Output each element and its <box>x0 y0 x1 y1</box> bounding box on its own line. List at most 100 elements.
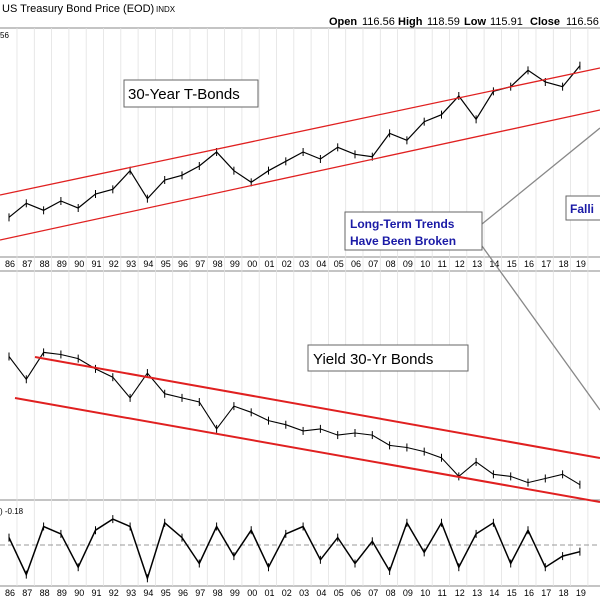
tick-label-08: 08 <box>386 259 396 269</box>
tick-label-18: 18 <box>559 259 569 269</box>
trends-callout-line1: Long-Term Trends <box>350 217 455 231</box>
tick-label-05: 05 <box>334 259 344 269</box>
top-year-ticks: 86 87 88 89 90 91 92 93 94 95 96 97 98 99 00 01 02 03 04 05… <box>5 259 586 269</box>
chart-title: US Treasury Bond Price (EOD) <box>2 3 154 15</box>
tick-label-05: 05 <box>334 588 344 598</box>
tick-label-06: 06 <box>351 588 361 598</box>
tick-label-04: 04 <box>316 259 326 269</box>
tick-label-04: 04 <box>316 588 326 598</box>
close-value: 116.56 <box>566 16 599 28</box>
tbond-price-line <box>8 65 581 218</box>
low-value: 115.91 <box>490 16 523 28</box>
tick-label-98: 98 <box>213 588 223 598</box>
tick-label-15: 15 <box>507 259 517 269</box>
falling-callout-box <box>565 195 600 221</box>
tick-label-90: 90 <box>74 259 84 269</box>
tbond-upper-trendline <box>0 67 600 196</box>
tick-label-10: 10 <box>420 588 430 598</box>
tick-label-01: 01 <box>265 588 275 598</box>
tick-label-96: 96 <box>178 259 188 269</box>
tick-label-12: 12 <box>455 588 465 598</box>
tick-label-98: 98 <box>213 259 223 269</box>
tick-label-13: 13 <box>472 588 482 598</box>
tick-label-16: 16 <box>524 259 534 269</box>
close-label: Close <box>530 16 560 28</box>
yield-line <box>8 351 581 486</box>
high-label: High <box>398 16 423 28</box>
tick-label-94: 94 <box>143 259 153 269</box>
tick-label-09: 09 <box>403 259 413 269</box>
high-value: 118.59 <box>427 16 460 28</box>
tick-label-97: 97 <box>195 259 205 269</box>
exchange-label: INDX <box>156 5 176 14</box>
tick-label-89: 89 <box>57 259 67 269</box>
year-gridlines <box>16 28 589 586</box>
open-label: Open <box>329 16 357 28</box>
bottom-year-ticks: 86 87 88 89 90 91 92 93 94 95 96 97 98 99 00 01 02 03 04 05… <box>5 588 586 598</box>
tick-label-03: 03 <box>299 588 309 598</box>
tick-label-15: 15 <box>507 588 517 598</box>
tick-label-91: 91 <box>92 259 102 269</box>
low-label: Low <box>464 16 486 28</box>
tick-label-99: 99 <box>230 588 240 598</box>
tick-label-88: 88 <box>40 259 50 269</box>
callout-line-upper <box>481 127 600 225</box>
tick-label-00: 00 <box>247 259 257 269</box>
tick-label-93: 93 <box>126 259 136 269</box>
tick-label-91: 91 <box>92 588 102 598</box>
osc-value-label: ) -0.18 <box>0 507 24 516</box>
tick-label-10: 10 <box>420 259 430 269</box>
tick-label-01: 01 <box>265 259 275 269</box>
tick-label-93: 93 <box>126 588 136 598</box>
tick-label-95: 95 <box>161 259 171 269</box>
open-value: 116.56 <box>362 16 395 28</box>
tick-label-14: 14 <box>489 588 499 598</box>
side-value: 56 <box>0 31 9 40</box>
tick-label-96: 96 <box>178 588 188 598</box>
tick-label-90: 90 <box>74 588 84 598</box>
tick-label-16: 16 <box>524 588 534 598</box>
tick-label-13: 13 <box>472 259 482 269</box>
tick-label-12: 12 <box>455 259 465 269</box>
yield-label-box <box>307 344 469 372</box>
tbond-lower-trendline <box>0 109 600 241</box>
tick-label-94: 94 <box>143 588 153 598</box>
trends-callout-line2: Have Been Broken <box>350 234 456 248</box>
trends-callout-box <box>344 211 483 251</box>
tick-label-07: 07 <box>368 259 378 269</box>
tick-label-97: 97 <box>195 588 205 598</box>
tick-label-87: 87 <box>22 259 32 269</box>
tick-label-99: 99 <box>230 259 240 269</box>
tick-label-11: 11 <box>438 588 447 598</box>
tick-label-00: 00 <box>247 588 257 598</box>
tick-label-11: 11 <box>438 259 447 269</box>
yield-label: Yield 30-Yr Bonds <box>313 351 433 368</box>
tick-label-19: 19 <box>576 259 586 269</box>
oscillator-series <box>8 515 581 583</box>
tick-label-17: 17 <box>541 259 551 269</box>
tick-label-17: 17 <box>541 588 551 598</box>
tbonds-label: 30-Year T-Bonds <box>128 86 240 103</box>
tick-label-86: 86 <box>5 259 15 269</box>
tick-label-89: 89 <box>57 588 67 598</box>
tick-label-18: 18 <box>559 588 569 598</box>
yield-upper-trendline <box>34 356 600 459</box>
tick-label-19: 19 <box>576 588 586 598</box>
tick-label-86: 86 <box>5 588 15 598</box>
callout-line-lower <box>481 245 600 411</box>
tick-label-88: 88 <box>40 588 50 598</box>
falling-callout-text: Falli <box>570 202 594 216</box>
yield-lower-trendline <box>14 397 600 503</box>
tick-label-08: 08 <box>386 588 396 598</box>
oscillator-line <box>8 518 581 581</box>
tick-label-95: 95 <box>161 588 171 598</box>
tick-label-87: 87 <box>22 588 32 598</box>
tick-label-06: 06 <box>351 259 361 269</box>
tick-label-09: 09 <box>403 588 413 598</box>
header-strip <box>0 0 600 28</box>
tick-label-92: 92 <box>109 588 119 598</box>
tbonds-label-box <box>123 79 259 108</box>
tick-label-03: 03 <box>299 259 309 269</box>
